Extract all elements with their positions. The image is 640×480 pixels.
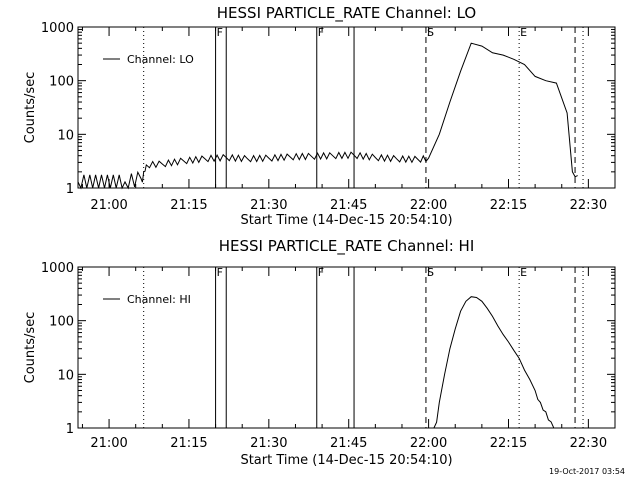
event-marker-label: S [427,266,434,279]
chart-title: HESSI PARTICLE_RATE Channel: HI [219,237,475,256]
chart-title: HESSI PARTICLE_RATE Channel: LO [217,4,476,23]
plot-channel-lo: HESSI PARTICLE_RATE Channel: LO 1 10 100 100… [23,4,616,228]
event-marker-label: F [318,266,324,279]
x-tick-label: 22:30 [570,436,607,451]
footer-timestamp: 19-Oct-2017 03:54 [549,467,625,476]
x-tick-label: 21:15 [170,198,207,213]
y-axis-label: Counts/sec [23,72,38,144]
y-tick-label: 100 [49,315,74,330]
y-tick-label: 1 [66,422,74,437]
legend-label: Channel: LO [127,53,194,66]
x-tick-label: 22:00 [410,436,447,451]
series-line [433,296,557,429]
event-marker-label: F [318,26,324,39]
y-tick-label: 1000 [41,261,74,276]
x-tick-label: 21:30 [250,436,287,451]
x-tick-label: 21:45 [330,436,367,451]
x-tick-label: 21:30 [250,198,287,213]
series-line [77,42,578,190]
event-marker-label: E [520,26,527,39]
event-marker-label: E [520,266,527,279]
legend-label: Channel: HI [127,293,191,306]
event-marker-label: F [217,266,223,279]
plot-frame [77,266,616,429]
plot-frame [77,26,616,189]
y-tick-label: 1000 [41,21,74,36]
y-tick-label: 1 [66,182,74,197]
x-axis-label: Start Time (14-Dec-15 20:54:10) [240,453,452,468]
y-tick-label: 10 [57,368,74,383]
y-axis-label: Counts/sec [23,312,38,384]
x-tick-label: 22:00 [410,198,447,213]
event-marker-label: S [427,26,434,39]
x-tick-label: 22:15 [490,198,527,213]
x-tick-label: 21:00 [90,198,127,213]
x-tick-label: 22:30 [570,198,607,213]
x-tick-label: 21:45 [330,198,367,213]
x-axis-label: Start Time (14-Dec-15 20:54:10) [240,213,452,228]
x-tick-label: 21:00 [90,436,127,451]
event-marker-label: F [217,26,223,39]
y-tick-label: 100 [49,75,74,90]
x-tick-label: 21:15 [170,436,207,451]
plot-channel-hi: HESSI PARTICLE_RATE Channel: HI 1 10 100 100… [23,237,616,468]
x-tick-label: 22:15 [490,436,527,451]
y-tick-label: 10 [57,128,74,143]
